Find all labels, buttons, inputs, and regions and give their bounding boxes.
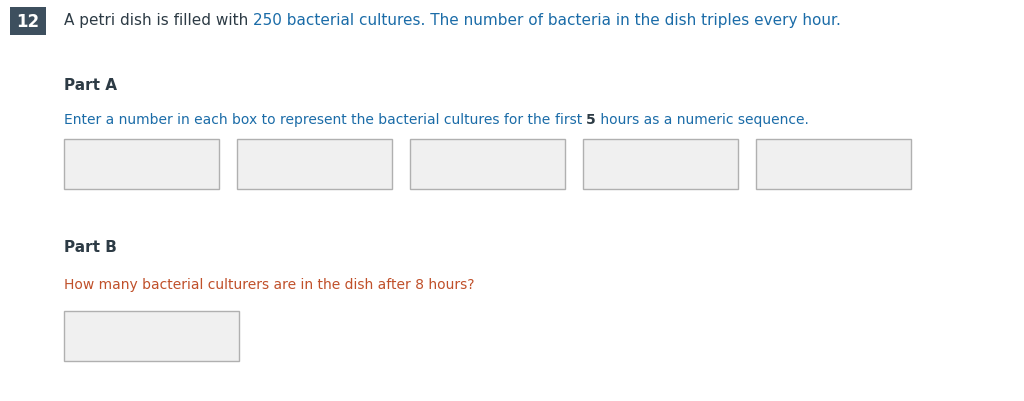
Text: Part B: Part B [63, 239, 117, 254]
Text: hours as a numeric sequence.: hours as a numeric sequence. [596, 113, 809, 127]
FancyBboxPatch shape [237, 140, 392, 190]
FancyBboxPatch shape [63, 140, 219, 190]
Text: 12: 12 [16, 13, 40, 31]
Text: 250 bacterial cultures. The number of bacteria in the dish triples every hour.: 250 bacterial cultures. The number of ba… [253, 13, 841, 28]
FancyBboxPatch shape [10, 8, 46, 36]
FancyBboxPatch shape [410, 140, 565, 190]
FancyBboxPatch shape [756, 140, 911, 190]
FancyBboxPatch shape [583, 140, 738, 190]
Text: Enter a number in each box to represent the bacterial cultures for the: Enter a number in each box to represent … [63, 113, 555, 127]
FancyBboxPatch shape [63, 311, 239, 361]
Text: first: first [555, 113, 587, 127]
Text: A petri dish is filled with: A petri dish is filled with [63, 13, 253, 28]
Text: Part A: Part A [63, 78, 117, 93]
Text: 5: 5 [587, 113, 596, 127]
Text: How many bacterial culturers are in the dish after 8 hours?: How many bacterial culturers are in the … [63, 277, 474, 291]
